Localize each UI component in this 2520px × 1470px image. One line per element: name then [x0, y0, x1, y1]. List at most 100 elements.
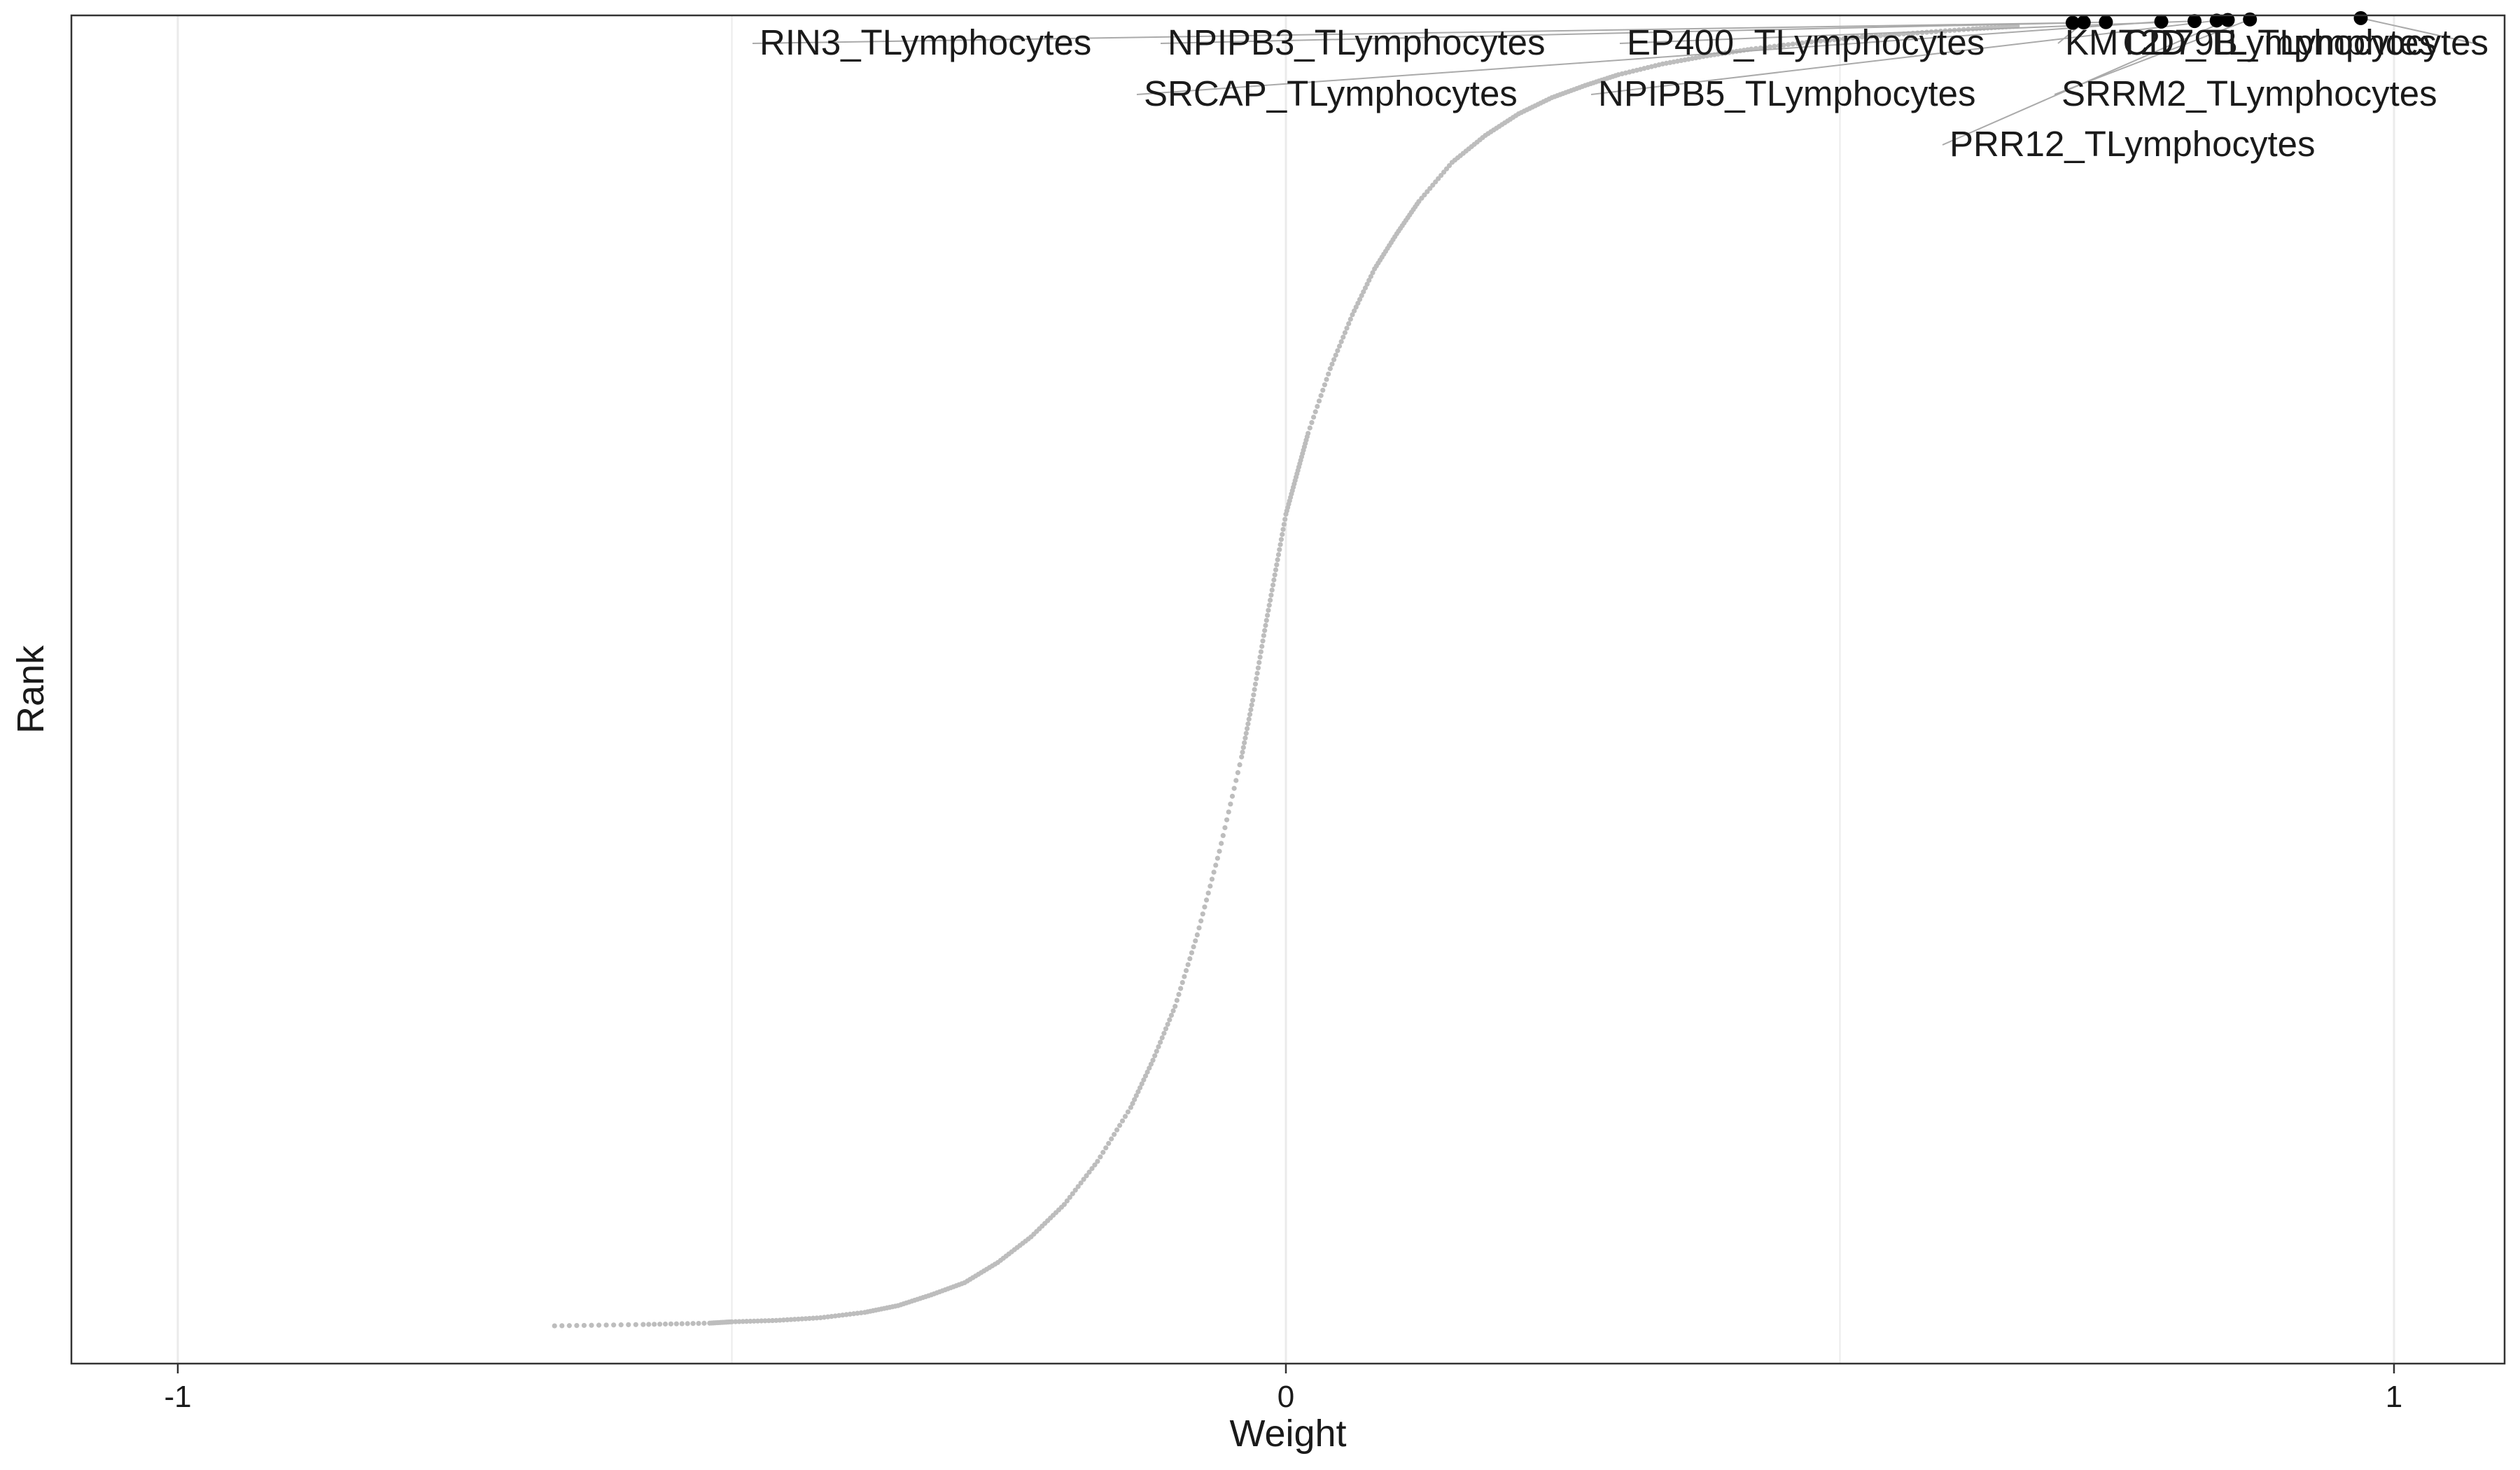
curve-point: [1280, 531, 1285, 538]
curve-point: [1103, 1145, 1109, 1151]
curve-point: [1850, 35, 1856, 41]
curve-point: [1258, 649, 1264, 654]
curve-point: [1262, 628, 1268, 634]
curve-point: [633, 1322, 638, 1327]
curve-point: [1333, 352, 1338, 358]
curve-point: [1189, 950, 1195, 955]
label-segment: [1136, 20, 2162, 95]
curve-point: [1359, 293, 1364, 298]
curve-point: [673, 1321, 679, 1326]
curve-point: [1168, 1012, 1175, 1018]
curve-point: [1106, 1140, 1112, 1147]
curve-point: [1254, 671, 1260, 676]
curve-point: [1259, 643, 1265, 649]
curve-point: [1252, 681, 1259, 687]
curve-point: [774, 1317, 779, 1323]
curve-point: [1361, 289, 1366, 295]
curve-point: [1346, 321, 1352, 327]
curve-point: [736, 1319, 742, 1324]
curve-point: [685, 1321, 690, 1326]
curve-point: [1064, 1198, 1070, 1204]
curve-point: [1137, 1085, 1143, 1091]
curve-point: [1183, 967, 1189, 974]
x-tick-label: 0: [1278, 1380, 1294, 1414]
curve-point: [1061, 1202, 1067, 1208]
curve-point: [1781, 42, 1786, 48]
curve-point: [662, 1321, 668, 1327]
curve-point: [1818, 38, 1823, 44]
curve-point: [1132, 1097, 1138, 1102]
x-tick-label: 1: [2386, 1380, 2402, 1414]
curve-point: [1084, 1173, 1089, 1179]
curve-point: [1089, 1166, 1095, 1171]
curve-point: [1250, 697, 1256, 704]
curve-point: [1251, 692, 1256, 698]
label-segment: [1160, 21, 2106, 44]
highlighted-point: [2220, 13, 2235, 27]
curve-point: [766, 1318, 771, 1324]
curve-point: [748, 1318, 753, 1324]
curve-point: [1804, 39, 1809, 46]
curve-point: [1237, 762, 1242, 768]
curve-point: [1366, 277, 1372, 284]
curve-point: [1336, 343, 1343, 349]
curve-point: [1246, 716, 1252, 722]
curve-point: [1217, 848, 1222, 854]
curve-point: [1220, 833, 1226, 839]
curve-point: [1209, 876, 1215, 882]
curve-points: [552, 23, 2020, 1329]
curve-point: [1310, 414, 1317, 420]
curve-point: [1256, 659, 1262, 666]
curve-point: [1309, 420, 1315, 426]
curve-point: [1161, 1030, 1167, 1036]
curve-point: [1205, 890, 1211, 896]
curve-point: [1081, 1177, 1086, 1182]
curve-point: [1203, 897, 1210, 903]
curve-point: [792, 1317, 797, 1322]
curve-point: [1193, 938, 1198, 944]
curve-point: [1315, 403, 1320, 410]
y-axis-title: Rank: [10, 645, 52, 734]
curve-point: [657, 1322, 663, 1327]
curve-point: [1338, 339, 1344, 344]
curve-point: [1275, 552, 1282, 558]
curve-point: [559, 1323, 565, 1329]
curve-point: [1342, 330, 1348, 335]
point-label: KMT2D_TLymphocytes: [2065, 22, 2437, 62]
point-labels: RIN3_TLymphocytes NPIPB3_TLymphocytes SRCA…: [760, 22, 2488, 164]
label-segments: [752, 17, 2475, 146]
curve-point: [668, 1321, 674, 1326]
curve-point: [1198, 918, 1204, 924]
x-axis: -1 0 1: [164, 1364, 2402, 1414]
curve-point: [1095, 1158, 1100, 1164]
point-label: PRR12_TLymphocytes: [1949, 124, 2316, 164]
curve-point: [1242, 735, 1248, 741]
curve-point: [759, 1318, 764, 1324]
label-segment: [1590, 20, 2217, 95]
curve-point: [1845, 36, 1851, 41]
curve-point: [1114, 1127, 1120, 1133]
curve-point: [1130, 1100, 1135, 1107]
curve-point: [1174, 997, 1180, 1003]
curve-point: [769, 1317, 776, 1324]
curve-point: [1154, 1049, 1159, 1054]
highlighted-points: [2065, 10, 2368, 30]
curve-point: [1266, 603, 1272, 608]
curve-point: [855, 1310, 860, 1316]
x-tick-label: -1: [164, 1380, 191, 1414]
curve-point: [1202, 904, 1208, 910]
curve-point: [1836, 36, 1842, 42]
curve-point: [1831, 37, 1837, 43]
curve-point: [1194, 932, 1200, 938]
curve-point: [1156, 1044, 1161, 1049]
curve-point: [690, 1321, 696, 1326]
curve-point: [574, 1322, 580, 1329]
curve-point: [1368, 274, 1373, 279]
curve-point: [1187, 955, 1193, 962]
curve-point: [785, 1317, 790, 1323]
curve-point: [1167, 1017, 1172, 1023]
curve-point: [1280, 526, 1286, 532]
curve-point: [1229, 793, 1236, 799]
curve-point: [1144, 1069, 1150, 1075]
curve-point: [1264, 617, 1269, 623]
